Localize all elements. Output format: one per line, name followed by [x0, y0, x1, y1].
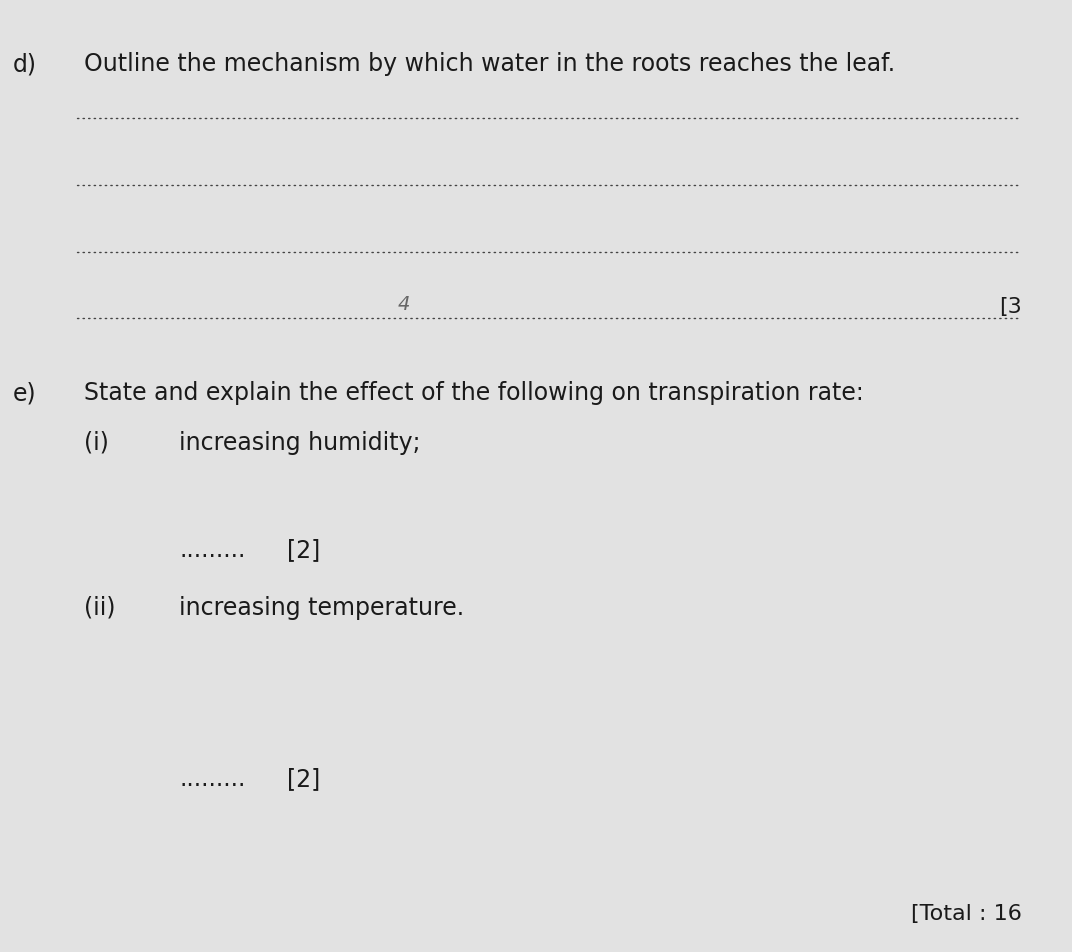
Text: increasing humidity;: increasing humidity;: [179, 430, 420, 454]
Text: [2]: [2]: [286, 766, 319, 790]
Text: [2]: [2]: [286, 538, 319, 562]
Text: 4: 4: [398, 294, 411, 313]
Text: .........: .........: [179, 538, 245, 562]
Text: State and explain the effect of the following on transpiration rate:: State and explain the effect of the foll…: [84, 381, 864, 405]
Text: (ii): (ii): [84, 595, 116, 619]
Text: d): d): [12, 52, 36, 76]
Text: [Total : 16: [Total : 16: [910, 903, 1022, 923]
Text: (i): (i): [84, 430, 108, 454]
Text: e): e): [12, 381, 35, 405]
Text: [3: [3: [999, 297, 1022, 317]
Text: .........: .........: [179, 766, 245, 790]
Text: Outline the mechanism by which water in the roots reaches the leaf.: Outline the mechanism by which water in …: [84, 52, 895, 76]
Text: increasing temperature.: increasing temperature.: [179, 595, 464, 619]
